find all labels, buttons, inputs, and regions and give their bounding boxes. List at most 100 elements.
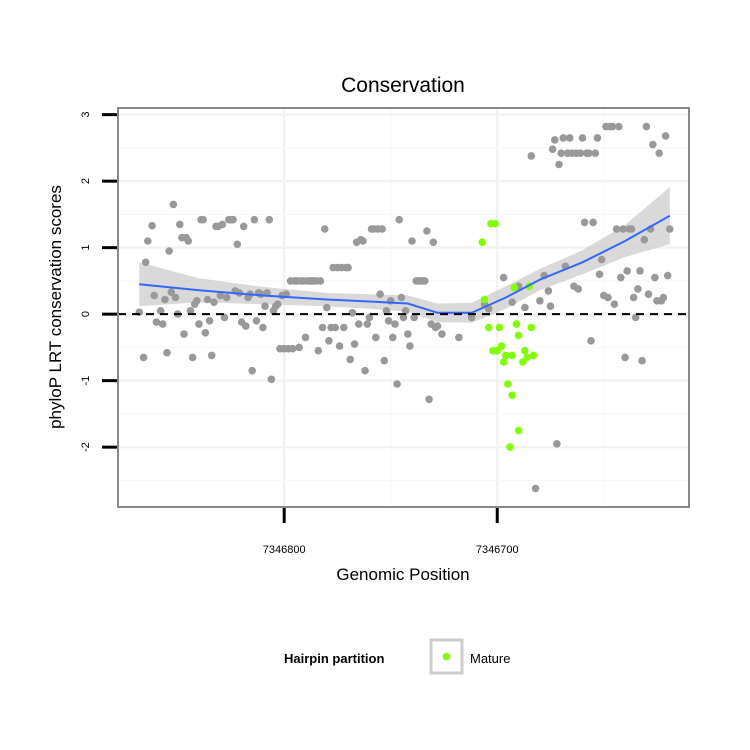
y-tick-label-3: 0 [80,311,92,317]
mature-point-2 [484,323,493,332]
point-5 [150,291,158,300]
mature-point-1 [480,295,489,304]
point-11 [165,247,173,255]
point-96 [346,355,355,364]
point-22 [188,353,197,362]
point-12 [167,288,176,297]
point-98 [350,340,359,348]
point-35 [216,291,225,300]
point-89 [331,323,340,332]
point-168 [580,218,589,227]
point-81 [314,346,323,355]
point-6 [152,318,161,326]
legend-label-mature: Mature [470,651,510,666]
point-186 [619,225,627,233]
point-27 [199,215,207,224]
point-147 [527,152,536,160]
point-173 [591,149,600,157]
point-59 [267,375,276,384]
point-193 [634,285,642,293]
point-174 [593,134,602,142]
point-138 [438,330,446,338]
point-139 [455,333,463,342]
point-91 [335,342,344,350]
mature-point-15 [510,283,519,292]
grid-lines [118,108,689,507]
point-13 [169,200,178,209]
point-83 [318,323,327,332]
point-165 [574,285,582,293]
point-30 [205,317,214,325]
point-113 [382,307,391,315]
point-103 [361,366,369,375]
point-124 [406,342,414,350]
point-205 [659,293,668,302]
point-1 [139,353,148,362]
point-135 [429,238,438,247]
point-114 [384,317,393,325]
point-118 [393,380,401,388]
y-tick-label-5: -2 [80,442,92,452]
point-75 [301,333,310,342]
point-20 [184,237,193,245]
point-24 [193,297,201,305]
mature-point-24 [529,351,538,360]
chart-title: Conservation [341,74,465,97]
y-tick-label-2: 1 [80,245,92,251]
point-93 [340,323,348,332]
y-axis-title: phyloP LRT conservation scores [46,185,65,429]
point-58 [265,215,274,224]
point-125 [408,237,416,245]
point-190 [627,225,636,233]
point-95 [344,263,352,272]
point-171 [587,337,595,345]
point-2 [141,258,150,267]
point-167 [578,134,587,142]
point-156 [555,160,563,169]
point-97 [348,309,357,317]
point-112 [380,356,389,365]
point-56 [261,302,269,311]
point-100 [355,320,363,328]
point-187 [621,353,629,362]
mature-point-14 [508,391,516,400]
ribbon-area [139,187,670,323]
point-21 [186,307,195,315]
x-axis-title: Genomic Position [336,565,469,584]
point-69 [288,344,297,353]
point-121 [399,313,408,322]
point-200 [649,140,657,149]
point-132 [423,227,431,235]
point-36 [218,220,227,229]
point-116 [389,333,397,342]
point-133 [425,395,433,404]
mature-point-13 [508,351,516,360]
point-208 [666,225,674,233]
y-tick-label-1: 2 [80,178,92,184]
point-201 [651,273,659,282]
point-207 [663,271,672,280]
point-51 [250,215,259,224]
point-185 [617,273,625,282]
point-155 [553,440,561,448]
x-tick-label-1: 7346700 [476,544,519,556]
point-117 [391,320,399,328]
point-46 [239,222,248,231]
point-8 [158,320,167,328]
point-120 [397,293,406,302]
mature-point-21 [523,353,531,362]
point-110 [376,290,384,299]
smooth-path [139,214,671,314]
point-158 [559,134,568,142]
point-184 [614,122,623,131]
mature-point-9 [499,358,508,366]
point-7 [156,307,165,315]
legend-key-mature-dot [442,652,451,661]
point-196 [640,235,649,244]
mature-point-20 [521,346,529,355]
point-181 [608,122,617,131]
point-152 [546,302,555,311]
point-85 [323,303,331,312]
point-157 [557,149,565,157]
